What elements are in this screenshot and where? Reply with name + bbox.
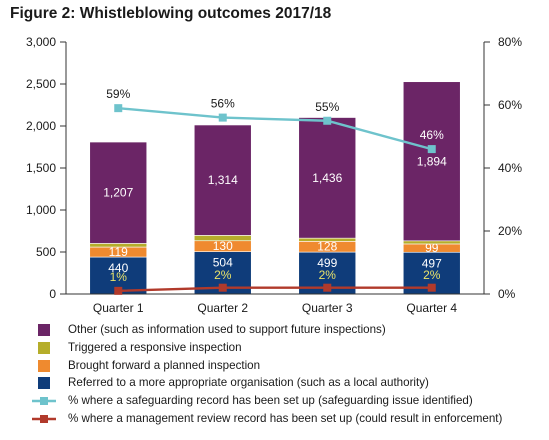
line-marker-1 xyxy=(114,104,123,113)
right-axis-tick-label: 40% xyxy=(498,161,522,175)
legend-swatch xyxy=(38,359,50,372)
line-marker-2 xyxy=(218,283,227,292)
line-marker-1 xyxy=(218,113,227,122)
line-marker-1 xyxy=(323,116,332,125)
bar-segment-4 xyxy=(402,81,461,242)
bar-value-label: 1,894 xyxy=(417,154,447,168)
line-value-label: 55% xyxy=(315,100,339,114)
figure-title: Figure 2: Whistleblowing outcomes 2017/1… xyxy=(10,5,332,22)
legend-line-swatch xyxy=(32,397,56,406)
legend-swatch xyxy=(38,324,50,336)
bar-value-label: 499 xyxy=(317,256,337,270)
right-axis-tick-label: 60% xyxy=(498,98,522,112)
x-axis-tick-label: Quarter 2 xyxy=(197,301,248,315)
line-value-label: 59% xyxy=(106,87,130,101)
bar-value-label: 1,314 xyxy=(208,173,238,187)
legend-label: Triggered a responsive inspection xyxy=(68,340,242,354)
line-value-label: 2% xyxy=(423,268,441,282)
left-axis-tick-label: 1,500 xyxy=(26,161,56,175)
line-marker-1 xyxy=(427,145,436,154)
chart: 0 500 1,000 1,500 2,000 2,500 3,000 0% 20% 40% 60%… xyxy=(26,35,522,315)
left-axis-tick-label: 2,500 xyxy=(26,77,56,91)
x-axis-tick-label: Quarter 4 xyxy=(406,301,457,315)
line-marker-2 xyxy=(323,283,332,292)
legend-swatch xyxy=(38,377,50,390)
right-axis-tick-label: 0% xyxy=(498,287,516,301)
left-axis-tick-label: 500 xyxy=(36,245,56,259)
legend-label: Referred to a more appropriate organisat… xyxy=(68,376,429,390)
line-value-label: 46% xyxy=(420,128,444,142)
x-axis-tick-label: Quarter 1 xyxy=(93,301,144,315)
bar-segment-4 xyxy=(193,124,252,236)
bar-segment-4 xyxy=(298,117,357,239)
legend-label: % where a safeguarding record has been s… xyxy=(68,394,473,408)
legend-label: % where a management review record has b… xyxy=(68,411,503,425)
bar-value-label: 504 xyxy=(213,256,233,270)
legend-label: Other (such as information used to suppo… xyxy=(68,323,386,336)
left-axis-tick-label: 0 xyxy=(49,287,56,301)
bar-value-label: 497 xyxy=(422,256,442,270)
line-series-2 xyxy=(118,286,432,293)
bar-value-label: 99 xyxy=(425,241,439,255)
bar-value-label: 128 xyxy=(317,240,337,254)
right-axis-tick-label: 20% xyxy=(498,224,522,238)
legend-swatch xyxy=(38,341,50,354)
left-axis-tick-label: 1,000 xyxy=(26,203,56,217)
bar-segment-4 xyxy=(89,141,148,244)
bar-value-label: 1,207 xyxy=(103,186,133,200)
left-axis-tick-label: 2,000 xyxy=(26,119,56,133)
bar-value-label: 119 xyxy=(109,245,128,259)
x-axis-tick-label: Quarter 3 xyxy=(302,301,353,315)
left-axis-tick-label: 3,000 xyxy=(26,35,56,49)
bar-value-label: 130 xyxy=(213,239,233,253)
right-axis-tick-label: 80% xyxy=(498,35,522,49)
legend-label: Brought forward a planned inspection xyxy=(68,358,261,372)
line-value-label: 2% xyxy=(214,268,232,282)
line-marker-2 xyxy=(114,286,123,295)
bar-value-label: 1,436 xyxy=(312,171,342,185)
line-marker-2 xyxy=(427,283,436,292)
line-value-label: 2% xyxy=(319,268,337,282)
legend-line-swatch xyxy=(32,414,56,423)
bar-value-label: 440 xyxy=(108,261,128,275)
line-value-label: 56% xyxy=(211,97,235,111)
line-value-label: 1% xyxy=(110,270,128,284)
line-series-1 xyxy=(118,106,433,151)
